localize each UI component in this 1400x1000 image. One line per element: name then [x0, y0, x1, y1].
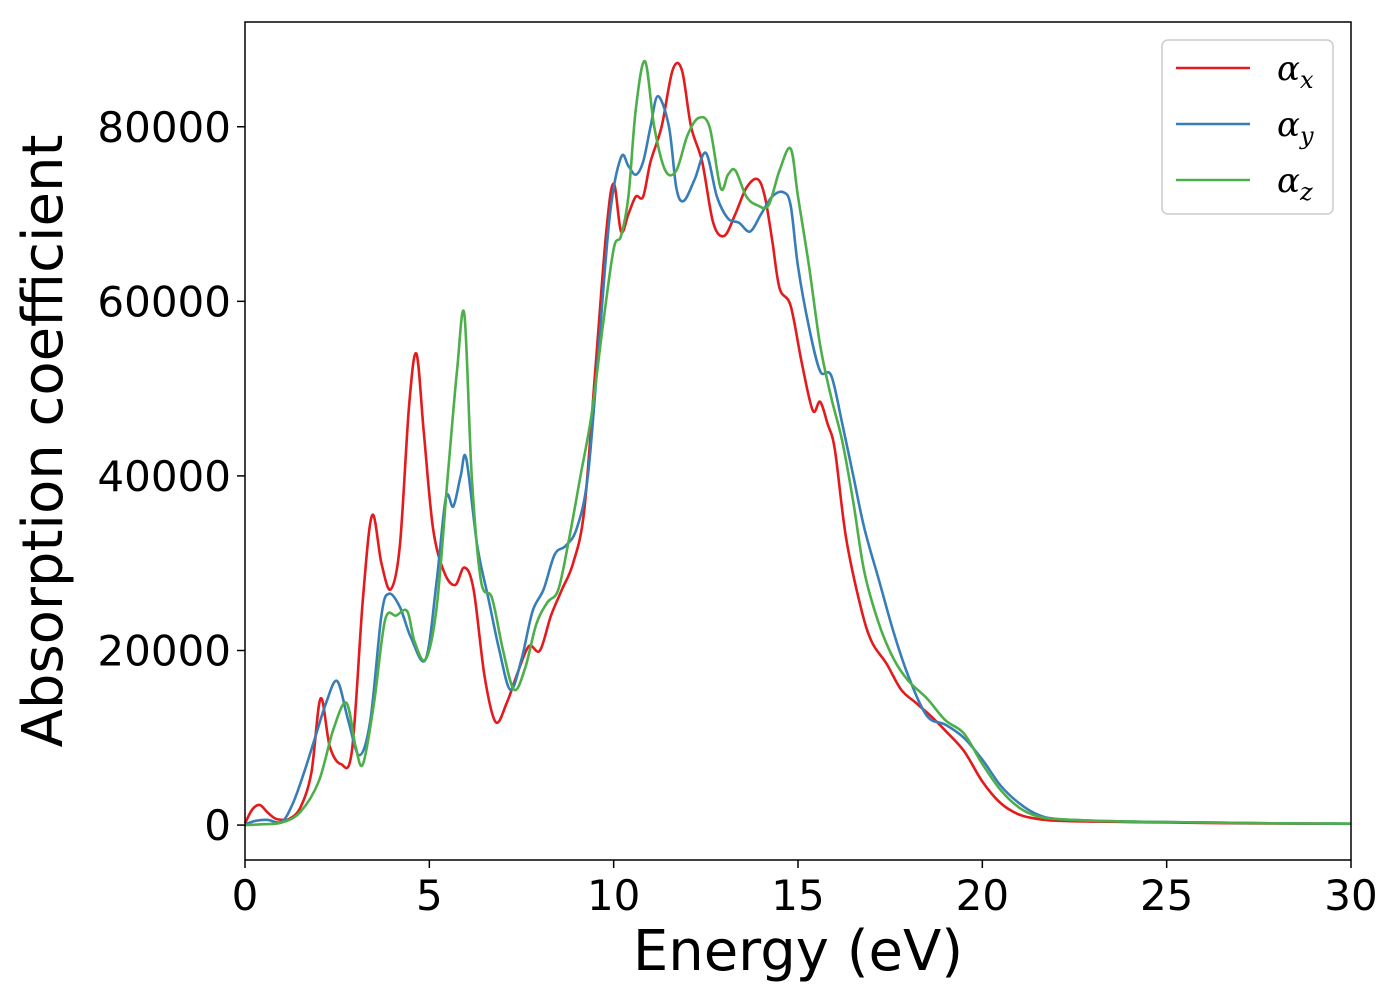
- y-tick-label: 20000: [97, 627, 231, 676]
- series-line-z: [244, 59, 1352, 827]
- legend-label-y: αy: [1277, 105, 1314, 150]
- y-tick-label: 40000: [97, 452, 231, 501]
- legend-box: [1161, 39, 1334, 215]
- x-tick-label: 15: [771, 871, 824, 920]
- y-tick-label: 60000: [97, 277, 231, 326]
- x-tick-label: 10: [587, 871, 640, 920]
- x-tick-label: 30: [1324, 871, 1377, 920]
- x-tick-label: 20: [956, 871, 1009, 920]
- x-axis-ticks: 0 5 10 15 20 25 30: [232, 860, 1378, 920]
- legend: αx αy αz: [1161, 39, 1334, 215]
- y-tick-label: 80000: [97, 103, 231, 152]
- legend-label-x: αx: [1277, 49, 1314, 94]
- series-line-y: [244, 94, 1352, 826]
- y-tick-label: 0: [204, 801, 231, 850]
- x-tick-label: 25: [1140, 871, 1193, 920]
- y-axis-label: Absorption coefficient: [11, 135, 76, 748]
- x-tick-label: 0: [232, 871, 259, 920]
- legend-label-z: αz: [1277, 161, 1313, 206]
- legend-items: αx αy αz: [1176, 49, 1314, 206]
- x-axis-label: Energy (eV): [633, 919, 963, 984]
- y-axis-ticks: 0 20000 40000 60000 80000: [97, 103, 245, 850]
- series-layer: [243, 59, 1352, 827]
- x-tick-label: 5: [416, 871, 443, 920]
